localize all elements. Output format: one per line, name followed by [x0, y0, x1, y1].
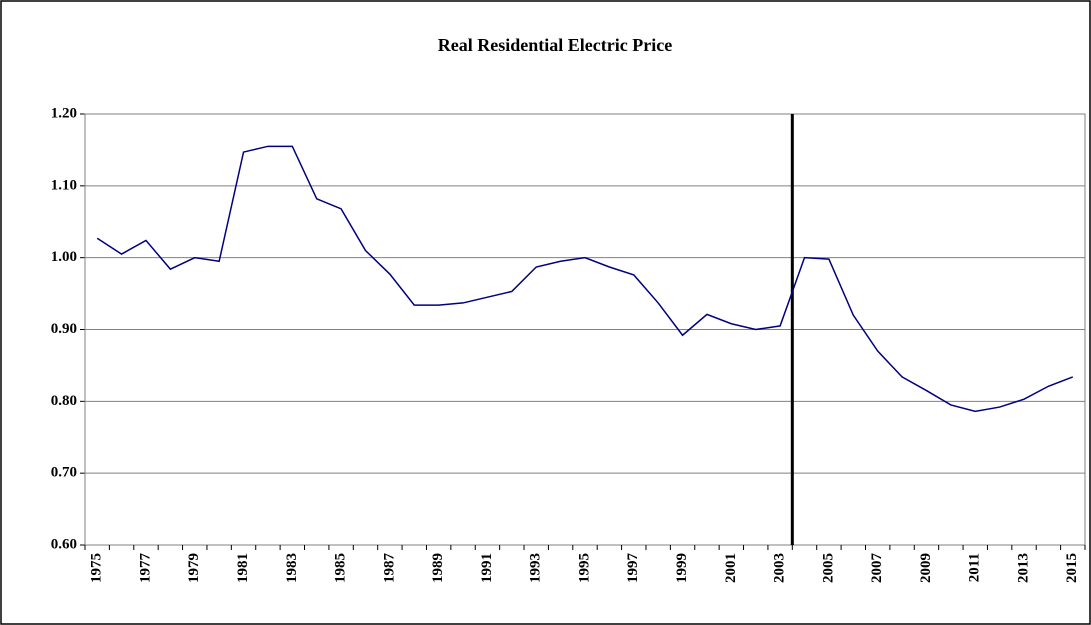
x-tick-label: 1993	[528, 553, 544, 583]
x-tick-label: 1977	[137, 553, 153, 584]
plot-border	[84, 113, 1086, 546]
x-tick-label: 2009	[918, 553, 934, 583]
x-tick-label: 2001	[723, 553, 739, 583]
x-tick-label: 2005	[820, 553, 836, 583]
chart-title: Real Residential Electric Price	[438, 35, 672, 55]
x-tick-label: 1981	[235, 553, 251, 583]
y-tick-label: 1.00	[51, 249, 77, 265]
x-tick-label: 1995	[576, 553, 592, 583]
x-tick-label: 1987	[381, 553, 397, 584]
x-tick-label: 1975	[89, 553, 105, 583]
x-tick-label: 2007	[869, 553, 885, 584]
x-tick-label: 1979	[186, 553, 202, 583]
y-tick-label: 0.60	[51, 536, 77, 552]
y-tick-label: 0.80	[51, 393, 77, 409]
y-tick-label: 1.10	[51, 177, 77, 193]
x-tick-label: 2015	[1064, 553, 1080, 583]
y-tick-label: 0.90	[51, 321, 77, 337]
series-line	[96, 145, 1074, 413]
x-tick-label: 1985	[333, 553, 349, 583]
x-tick-label: 2011	[967, 553, 983, 582]
x-tick-label: 1989	[430, 553, 446, 583]
y-tick-label: 1.20	[51, 105, 77, 121]
x-tick-label: 1999	[674, 553, 690, 583]
x-tick-label: 1991	[479, 553, 495, 583]
y-tick-label: 0.70	[51, 465, 77, 481]
x-tick-label: 2003	[772, 553, 788, 583]
x-tick-label: 2013	[1015, 553, 1031, 583]
x-tick-label: 1997	[625, 553, 641, 584]
x-tick-label: 1983	[284, 553, 300, 583]
